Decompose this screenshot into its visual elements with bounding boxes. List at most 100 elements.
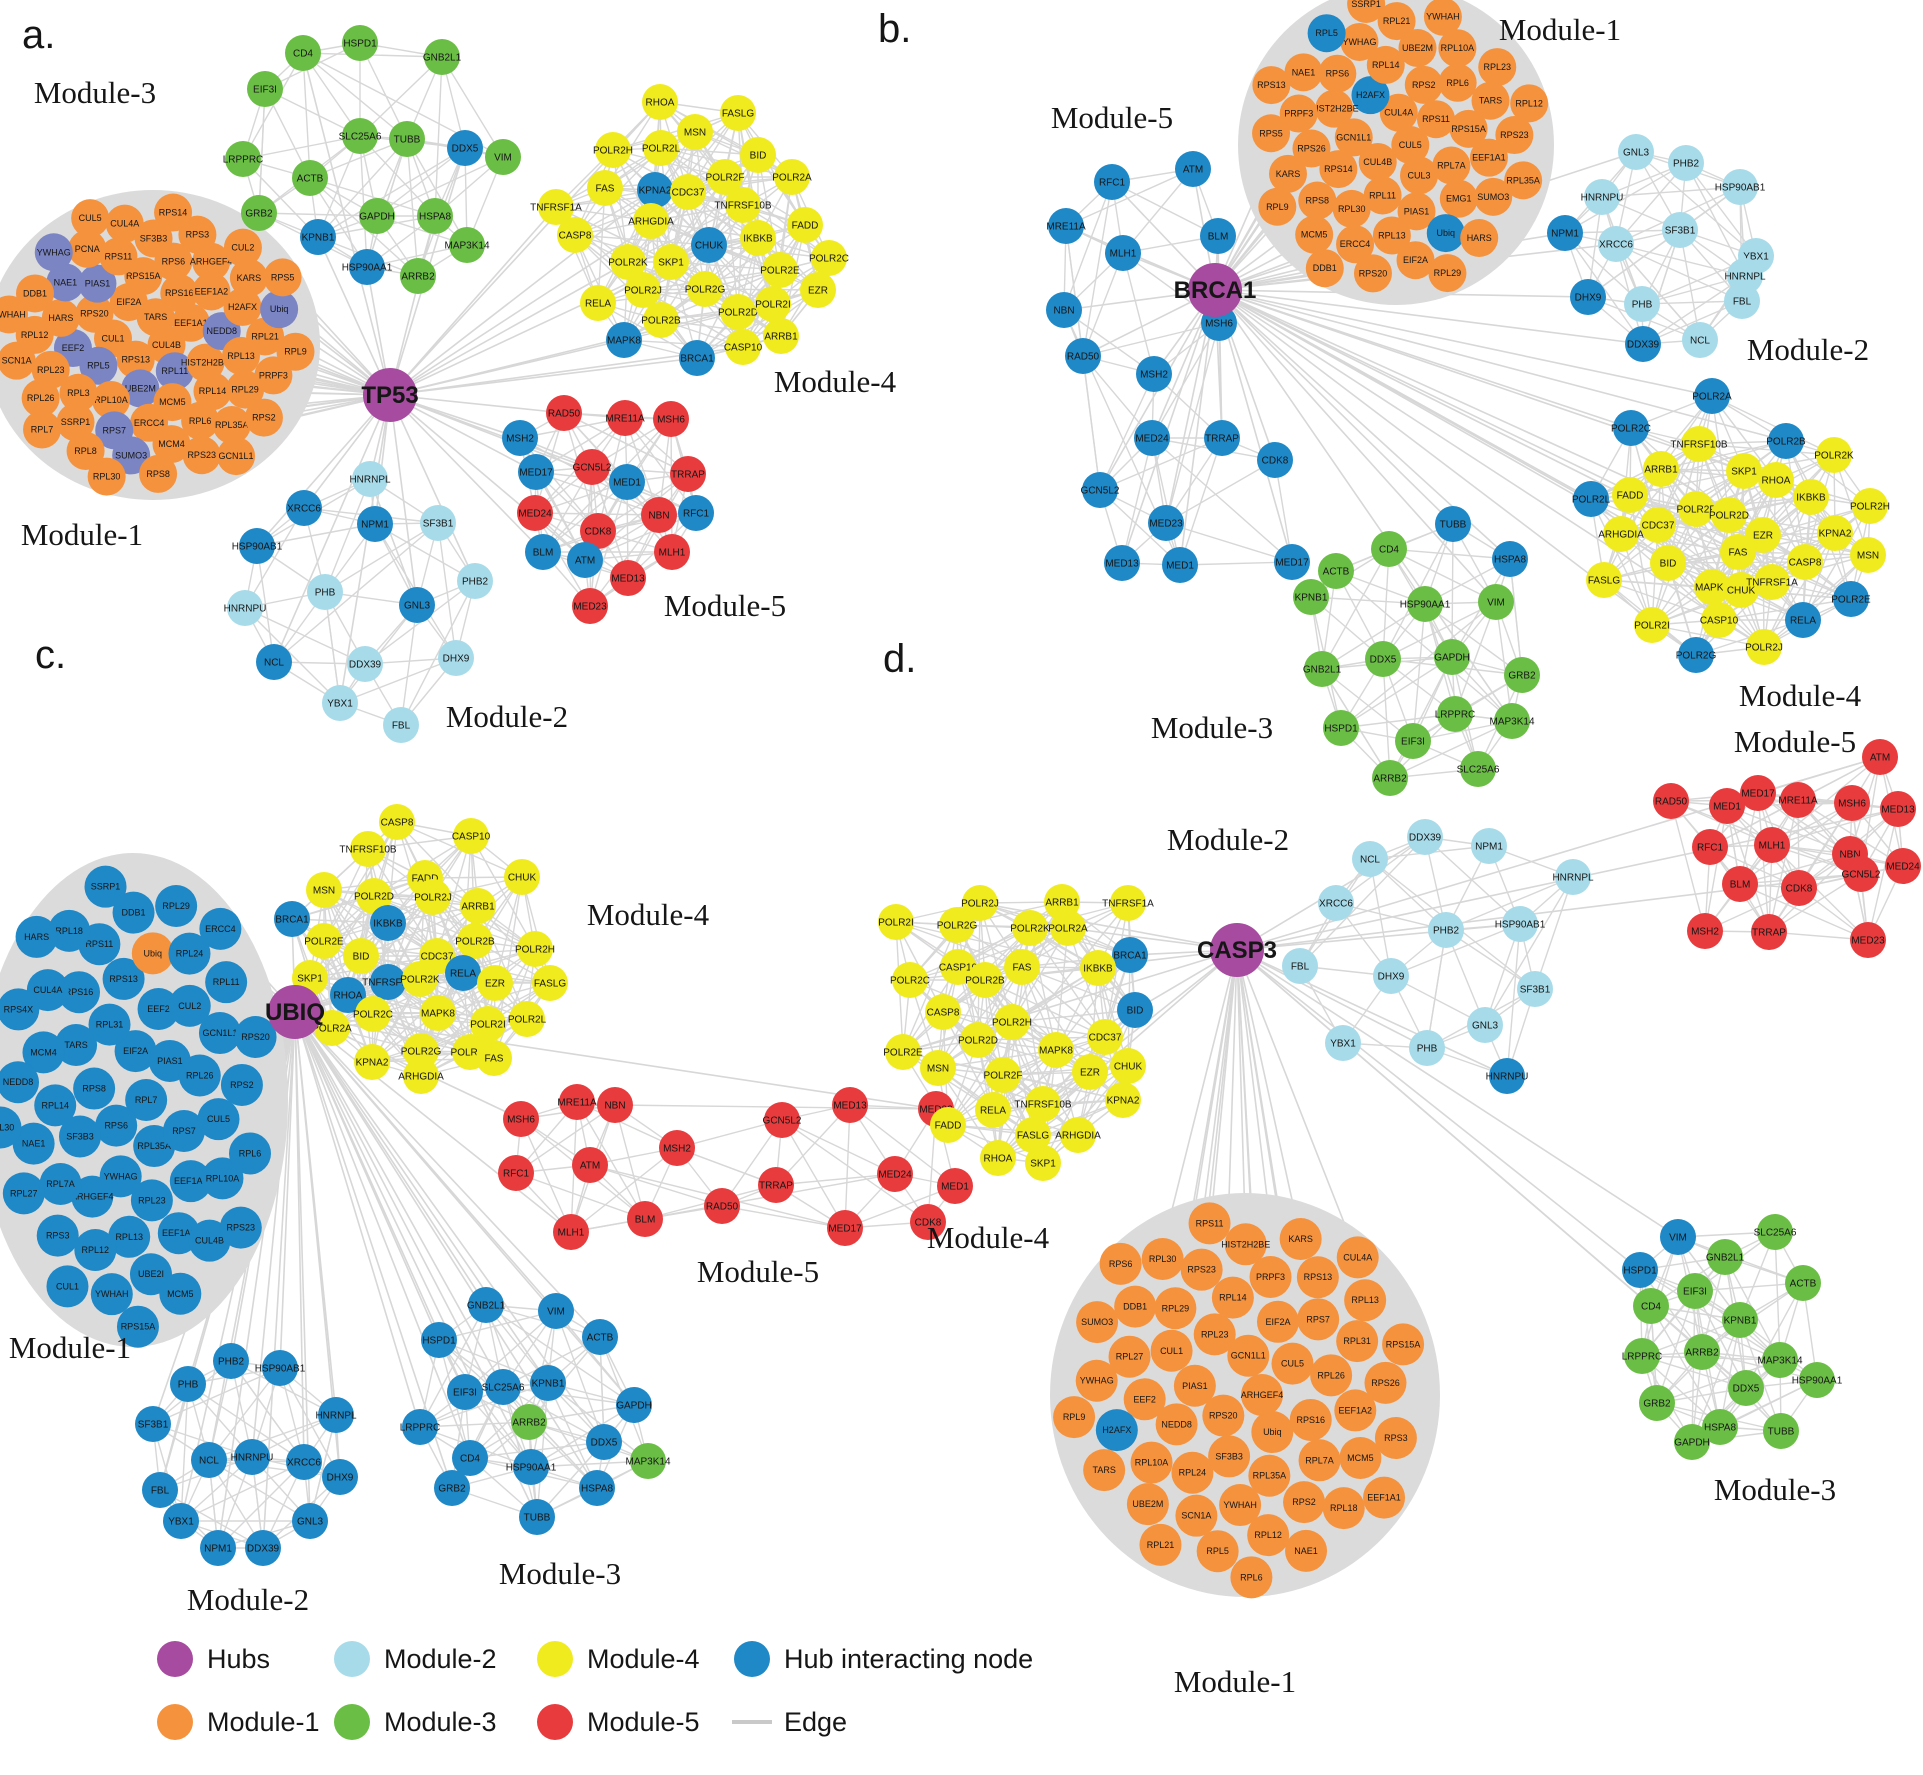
node-UBE2M [121,369,160,408]
node-POLR2L [1573,481,1609,517]
edge [208,1367,281,1461]
node-RPS11 [1417,100,1456,139]
edge [438,1310,557,1341]
edge [1679,229,1701,341]
node-ATM [567,542,603,578]
node-RPL26 [1310,1354,1353,1397]
node-SKP1 [1025,1145,1061,1181]
node-RPL23 [1193,1313,1236,1356]
node-MLH1 [1754,827,1790,863]
node-SF3B1 [135,1406,171,1442]
node-MSN [677,114,713,150]
node-PIAS1 [1397,192,1436,231]
edge [1763,532,1836,648]
edge [1762,505,1871,536]
node-MED1 [937,1168,973,1204]
node-RPL31 [88,1003,131,1046]
node-NPM1 [1547,215,1583,251]
node-UBE2M [1126,1483,1169,1526]
edge [1642,229,1681,345]
node-DDX5 [447,130,483,166]
edge [1620,533,1739,553]
edge [937,1067,999,1159]
node-RPL7A [1298,1439,1341,1482]
edge [1340,656,1453,729]
node-HSPA8 [1702,1409,1738,1445]
module-caption-b-Module-5: Module-5 [1051,100,1173,135]
edge [389,189,656,396]
node-MCM4 [22,1031,65,1074]
edge [258,88,266,214]
edge [317,236,391,396]
edge [485,1304,635,1406]
node-POLR2D [720,294,756,330]
legend-label: Module-2 [384,1644,497,1674]
node-POLR2H [595,132,631,168]
node-RPL10A [1130,1441,1173,1484]
node-ARRB1 [1643,451,1679,487]
edge [302,52,408,140]
node-POLR2G [939,907,975,943]
node-RAD50 [546,395,582,431]
edge [1704,805,1728,932]
node-DDX5 [1728,1370,1764,1406]
node-XRCC6 [286,490,322,526]
node-ARHGDIA [1603,516,1639,552]
module-caption-a-Module-5: Module-5 [664,588,786,623]
node-HNRNPU [234,1439,270,1475]
edge [1321,548,1390,670]
edge [1740,470,1745,591]
node-CHUK [504,859,540,895]
edge [389,394,697,514]
node-FAS [1720,534,1756,570]
node-RPS2 [244,398,283,437]
legend-color-swatch [157,1641,193,1677]
node-EZR [1072,1054,1108,1090]
legend-label: Hub interacting node [784,1644,1033,1674]
node-RPS16 [1289,1398,1332,1441]
edge [849,1104,956,1187]
edge [294,1011,311,1522]
edge [1032,1065,1129,1136]
node-CUL5 [1391,126,1430,164]
module-caption-a-Module-1: Module-1 [21,517,143,552]
node-LRPPRC [1437,696,1473,732]
node-KARS [1269,154,1308,193]
node-RPL10A [201,1157,244,1200]
node-GAPDH [1434,639,1470,675]
node-HSPD1 [1323,710,1359,746]
node-RPL13 [108,1215,151,1258]
node-MED1 [1709,788,1745,824]
edge [389,394,537,473]
edge [654,112,739,191]
node-SSRP1 [1347,0,1386,23]
node-CUL5 [1271,1342,1314,1385]
node-RPL23 [1478,48,1517,87]
node-RPS7 [1297,1298,1340,1341]
edge [1775,479,1869,556]
edge [1340,713,1456,729]
edge [389,215,436,396]
node-HNRNPU [1584,179,1620,215]
node-RPS8 [1298,181,1337,220]
node-CUL4B [1358,142,1397,181]
edge [1701,1351,1818,1381]
node-POLR2E [885,1034,921,1070]
node-CASP10 [940,949,976,985]
node-RPS20 [1202,1394,1245,1437]
node-SF3B1 [1517,971,1553,1007]
node-RPS6 [1099,1242,1142,1285]
node-RPL24 [168,932,211,975]
legend-item-module-1: Module-1 [157,1704,320,1740]
module-caption-a-Module-4: Module-4 [774,364,897,399]
node-RPS13 [1296,1256,1339,1299]
node-RPL30 [1332,189,1371,228]
node-MED1 [1162,547,1198,583]
edge [419,1421,530,1428]
node-ERCC4 [199,907,242,950]
node-CD4 [285,35,321,71]
edge [670,154,759,263]
node-POLR2K [402,961,438,997]
edge [441,56,504,158]
node-RPL14 [1211,1276,1254,1319]
